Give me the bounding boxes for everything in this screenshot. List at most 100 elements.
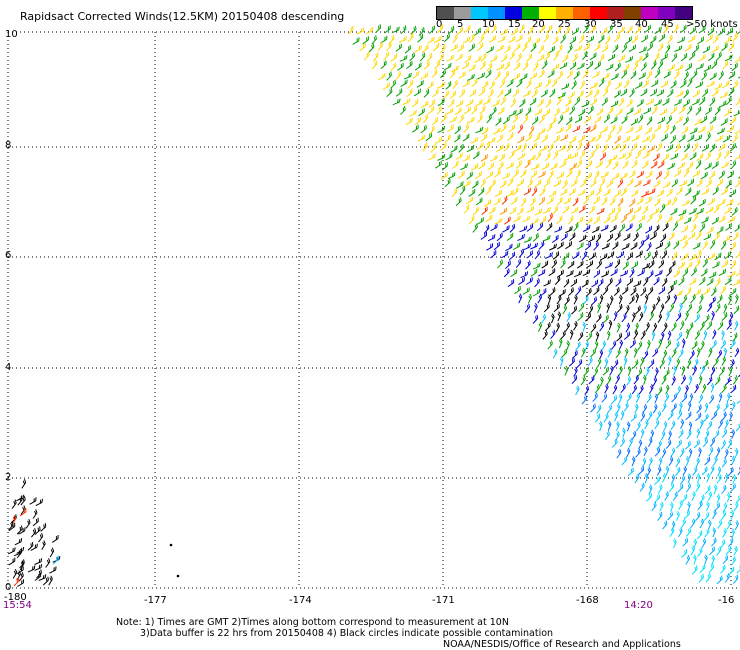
wind-barb [587, 356, 593, 367]
wind-barb [593, 143, 600, 153]
wind-barb [700, 340, 705, 351]
wind-barb [407, 79, 414, 89]
wind-barb [610, 116, 618, 124]
wind-barb [696, 473, 701, 484]
wind-barb [664, 294, 671, 304]
wind-barb [493, 197, 501, 206]
wind-barb [427, 106, 435, 115]
wind-barb [695, 81, 704, 89]
wind-barb [734, 293, 739, 304]
wind-barb [636, 368, 643, 378]
wind-barb [570, 178, 578, 187]
wind-barb [682, 116, 689, 126]
wind-barb [649, 35, 657, 44]
wind-barb [642, 135, 651, 143]
wind-barb [459, 185, 466, 196]
wind-barb [589, 252, 596, 261]
wind-barb [701, 538, 707, 548]
wind-barb [703, 330, 708, 341]
wind-barb [534, 179, 542, 188]
wind-barb [594, 61, 601, 70]
wind-barb [615, 206, 622, 216]
wind-barb [538, 240, 545, 250]
wind-barb [673, 70, 680, 80]
wind-barb [711, 555, 716, 566]
wind-barb [32, 517, 39, 527]
wind-barb [579, 149, 586, 160]
wind-barb [721, 484, 727, 495]
wind-barb [573, 70, 580, 80]
wind-barb [511, 27, 518, 36]
wind-barb [698, 54, 706, 62]
wind-barb [512, 114, 519, 124]
wind-barb [654, 419, 660, 430]
wind-barb [678, 302, 683, 313]
wind-barb [523, 236, 532, 243]
wind-barb [710, 411, 717, 420]
wind-barb [626, 376, 632, 386]
wind-barb [698, 375, 703, 386]
wind-barb [416, 80, 424, 88]
wind-barb [644, 294, 649, 304]
wind-barb [651, 105, 658, 115]
wind-barb [605, 63, 614, 71]
wind-barb [596, 107, 604, 116]
wind-barb [440, 114, 447, 123]
wind-barb [705, 106, 712, 115]
wind-barb [701, 216, 709, 224]
wind-barb [560, 34, 566, 44]
wind-barb [657, 511, 663, 521]
wind-barb [595, 233, 602, 243]
wind-barb [556, 215, 563, 224]
wind-barb [634, 473, 640, 484]
wind-barb [597, 303, 601, 314]
wind-barb [730, 241, 737, 251]
wind-barb [625, 304, 630, 315]
wind-barb [552, 251, 560, 260]
wind-barb [674, 98, 682, 106]
wind-barb [656, 189, 665, 198]
wind-barb [645, 322, 650, 332]
wind-barb [730, 483, 736, 493]
wind-barb [503, 143, 510, 152]
wind-barb [660, 331, 665, 342]
wind-barb [584, 241, 592, 251]
wind-barb [646, 116, 653, 126]
colorbar-swatch [488, 7, 505, 19]
wind-barb [631, 430, 637, 441]
wind-barb [352, 37, 360, 45]
wind-barb [604, 430, 610, 441]
wind-barb [685, 286, 692, 296]
wind-barb [644, 24, 651, 33]
wind-barb [495, 117, 502, 126]
wind-barb [593, 196, 600, 205]
wind-barb [680, 79, 687, 88]
wind-barb [633, 280, 642, 288]
wind-barb [487, 234, 496, 242]
wind-barb [653, 179, 661, 188]
wind-barb [504, 88, 512, 97]
wind-barb [487, 162, 494, 171]
wind-barb [577, 312, 584, 321]
wind-barb [537, 293, 543, 304]
wind-barb [512, 73, 521, 81]
wind-barb [683, 510, 690, 519]
wind-barb [688, 375, 693, 386]
wind-barb [19, 559, 25, 569]
wind-barb [397, 62, 404, 71]
wind-barb [599, 253, 608, 261]
wind-barb [695, 159, 702, 169]
wind-barb [612, 143, 621, 151]
wind-barb [616, 403, 621, 414]
colorbar-swatch [454, 7, 471, 19]
wind-barb [623, 356, 628, 367]
wind-barb [607, 53, 616, 62]
wind-barb [505, 243, 513, 252]
wind-barb [651, 330, 656, 341]
wind-barb [547, 46, 555, 54]
wind-barb [712, 35, 719, 44]
wind-barb [437, 125, 445, 134]
wind-barb [731, 207, 738, 216]
colorbar-swatch [556, 7, 573, 19]
wind-barb [527, 26, 534, 35]
